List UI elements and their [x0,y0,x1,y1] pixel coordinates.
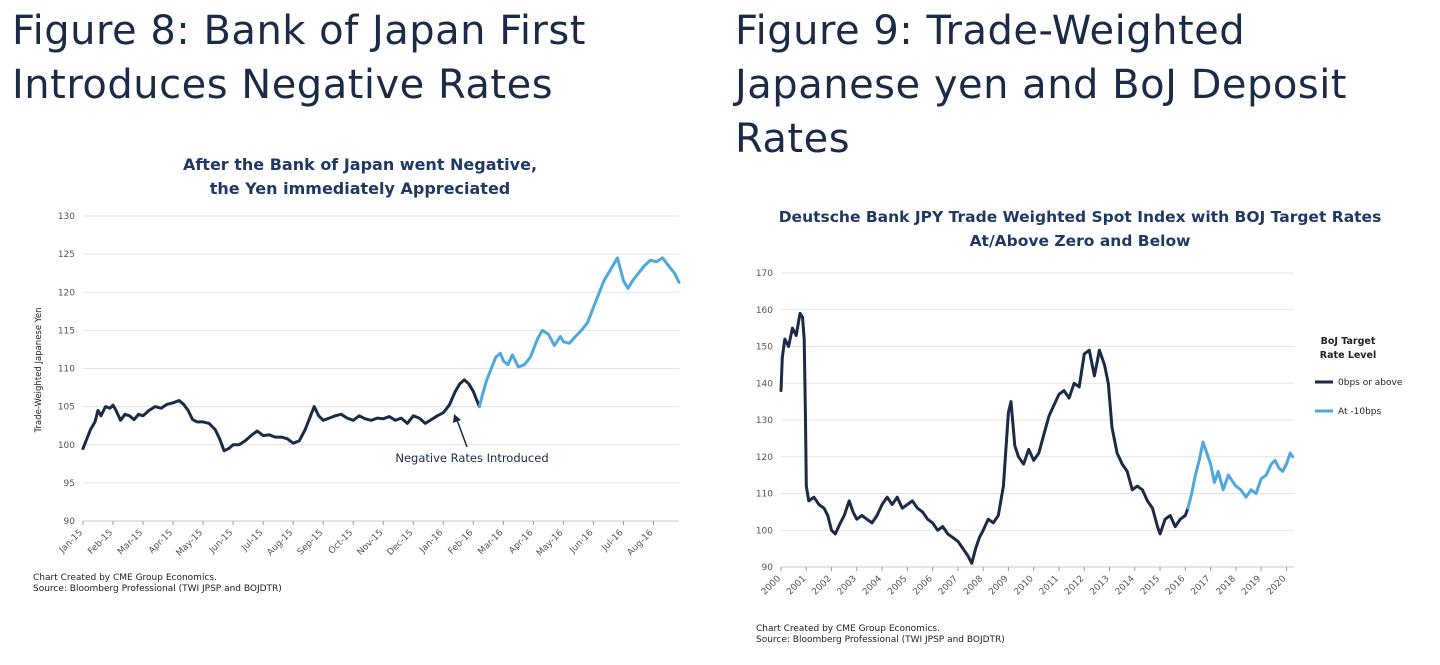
x-tick-label: 2016 [1164,574,1187,597]
x-tick-label: Jan-16 [417,528,445,556]
x-tick-label: 2012 [1063,574,1086,597]
y-tick-label: 150 [756,343,773,353]
chart9-series [779,311,1295,565]
chart9-legend-title-line1: BoJ Target [1321,336,1376,347]
chart8-note-line2: Source: Bloomberg Professional (TWI JPSP… [33,584,282,594]
c2-series-line-2 [1186,440,1295,510]
chart8-annotation: Negative Rates Introduced [395,451,548,465]
y-tick-label: 110 [756,490,773,500]
chart9-legend-item-2: At -10bps [1338,407,1382,417]
x-tick-label: Oct-15 [327,528,355,556]
x-tick-label: 2020 [1265,574,1288,597]
x-tick-label: Apr-15 [147,528,175,556]
x-tick-label: 2014 [1114,574,1137,597]
x-tick-label: Mar-15 [116,528,145,557]
x-tick-label: Sep-15 [296,528,325,557]
x-tick-label: Jun-15 [207,528,235,556]
figure-9-heading-line1: Figure 9: Trade-Weighted [735,8,1246,54]
chart9-legend-title-line2: Rate Level [1320,350,1376,361]
y-tick-label: 90 [64,517,76,527]
x-tick-label: Dec-15 [386,528,416,558]
y-tick-label: 115 [58,326,75,336]
chart8-y-ticks: 90 95 100 105 110 115 120 125 130 [58,212,75,527]
c1-series-line-1 [81,378,481,453]
y-tick-label: 120 [756,453,773,463]
x-tick-label: 2003 [836,574,859,597]
x-tick-label: Jul-15 [239,528,265,554]
x-tick-label: 2018 [1215,574,1238,597]
x-tick-label: 2007 [937,574,960,597]
x-tick-label: 2005 [886,574,909,597]
x-tick-label: 2000 [760,574,783,597]
chart9-x-ticks: 2000 2001 2002 2003 2004 2005 2006 2007 2008 2009… [760,574,1289,597]
x-tick-label: 2015 [1139,574,1162,597]
x-tick-label: 2002 [810,574,833,597]
c1-series-line-2 [477,256,681,409]
x-tick-label: 2019 [1240,574,1263,597]
x-tick-label: Feb-15 [86,528,115,557]
y-tick-label: 90 [762,563,774,573]
y-tick-label: 105 [58,403,75,413]
x-tick-label: Jul-16 [600,528,626,554]
x-tick-label: Jan-15 [57,528,85,556]
y-tick-label: 160 [756,306,773,316]
x-tick-label: 2004 [861,574,884,597]
chart8-annotation-arrowhead [453,414,461,423]
y-tick-label: 125 [58,250,75,260]
x-tick-label: 2008 [962,574,985,597]
chart9-y-ticks: 90 100 110 120 130 140 150 160 170 [756,269,773,573]
x-tick-label: 2009 [987,574,1010,597]
x-tick-label: May-15 [175,528,206,559]
chart9-legend-item-1: 0bps or above [1338,378,1403,388]
y-tick-label: 130 [58,212,75,222]
chart8-gridlines [82,215,679,525]
chart8-y-axis-label: Trade-Weighted Japanese Yen [34,308,44,434]
x-tick-label: Jun-16 [567,528,595,556]
chart8-x-ticks: Jan-15 Feb-15 Mar-15 Apr-15 May-15 Jun-15 Jul-… [57,528,656,559]
chart9-note-line1: Chart Created by CME Group Economics. [756,624,940,634]
x-tick-label: Feb-16 [447,528,476,557]
x-tick-label: 2006 [911,574,934,597]
chart8-annotation-arrow [456,419,468,448]
chart9-note-line2: Source: Bloomberg Professional (TWI JPSP… [756,635,1005,645]
chart8-note-line1: Chart Created by CME Group Economics. [33,573,217,583]
chart9-title-line2: At/Above Zero and Below [970,232,1191,250]
chart8-series [81,256,681,453]
y-tick-label: 95 [64,479,75,489]
y-tick-label: 170 [756,269,773,279]
y-tick-label: 120 [58,288,75,298]
x-tick-label: May-16 [535,528,566,559]
x-tick-label: 2013 [1088,574,1111,597]
x-tick-label: Aug-15 [265,528,295,558]
y-tick-label: 110 [58,365,75,375]
y-tick-label: 130 [756,416,773,426]
figure-8-heading-line1: Figure 8: Bank of Japan First [12,8,586,54]
y-tick-label: 100 [756,526,773,536]
x-tick-label: Mar-16 [476,528,505,557]
chart8-title-line1: After the Bank of Japan went Negative, [183,155,537,174]
x-tick-label: 2017 [1189,574,1212,597]
y-tick-label: 140 [756,379,773,389]
x-tick-label: 2010 [1013,574,1036,597]
chart9-gridlines [780,272,1294,571]
figure-8-heading-line2: Introduces Negative Rates [12,62,554,108]
c2-series-line-1 [779,311,1190,565]
x-tick-label: Apr-16 [507,528,535,556]
y-tick-label: 100 [58,441,75,451]
chart8-title-line2: the Yen immediately Appreciated [210,179,511,198]
x-tick-label: 2011 [1038,574,1061,597]
figure-9-heading: Figure 9: Trade-Weighted Japanese yen an… [735,4,1435,166]
figure-8-heading: Figure 8: Bank of Japan First Introduces… [12,4,712,112]
x-tick-label: Aug-16 [626,528,656,558]
x-tick-label: 2001 [785,574,808,597]
x-tick-label: Nov-15 [356,528,386,558]
figure-9-heading-line3: Rates [735,116,851,162]
figure-9-heading-line2: Japanese yen and BoJ Deposit [735,62,1347,108]
chart9-title-line1: Deutsche Bank JPY Trade Weighted Spot In… [779,208,1382,226]
